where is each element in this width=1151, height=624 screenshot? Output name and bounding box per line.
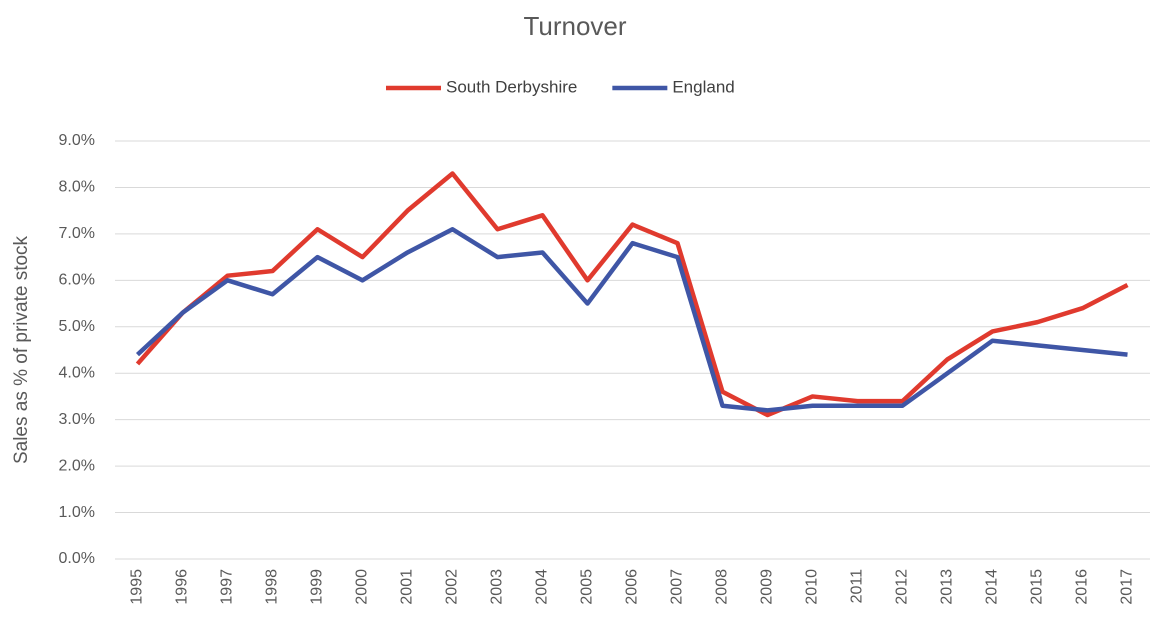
x-tick-label: 2014 [984,569,1001,605]
x-tick-label: 1995 [129,569,146,605]
x-tick-label: 2003 [489,569,506,605]
y-tick-label: 8.0% [59,179,95,196]
x-tick-label: 2010 [804,569,821,605]
y-tick-label: 9.0% [59,132,95,149]
x-tick-label: 2002 [444,569,461,605]
y-tick-label: 1.0% [59,504,95,521]
line-series [135,171,1129,418]
x-tick-label: 2015 [1029,569,1046,605]
x-tick-label: 2008 [714,569,731,605]
x-tick-label: 2007 [669,569,686,605]
x-tick-label: 2000 [354,569,371,605]
x-tick-label: 1998 [264,569,281,605]
y-tick-label: 4.0% [59,364,95,381]
y-tick-label: 5.0% [59,318,95,335]
x-tick-label: 1997 [219,569,236,605]
x-tick-label: 2017 [1119,569,1136,605]
x-tick-label: 2013 [939,569,956,605]
line-series [135,226,1128,413]
x-tick-label: 2004 [534,569,551,605]
y-axis-label: Sales as % of private stock [11,235,32,464]
x-tick-label: 1999 [309,569,326,605]
chart-title: Turnover [523,11,626,41]
x-tick-label: 1996 [174,569,191,605]
legend-label: South Derbyshire [446,77,577,96]
y-tick-label: 0.0% [59,550,95,567]
x-tick-label: 2005 [579,569,596,605]
x-tick-label: 2001 [399,569,416,605]
x-tick-label: 2012 [894,569,911,605]
legend-label: England [672,77,734,96]
x-tick-label: 2016 [1074,569,1091,605]
y-tick-label: 2.0% [59,457,95,474]
y-tick-label: 7.0% [59,225,95,242]
x-tick-label: 2006 [624,569,641,605]
y-tick-label: 6.0% [59,272,95,289]
x-tick-label: 2009 [759,569,776,605]
y-tick-label: 3.0% [59,411,95,428]
x-tick-label: 2011 [849,569,866,604]
